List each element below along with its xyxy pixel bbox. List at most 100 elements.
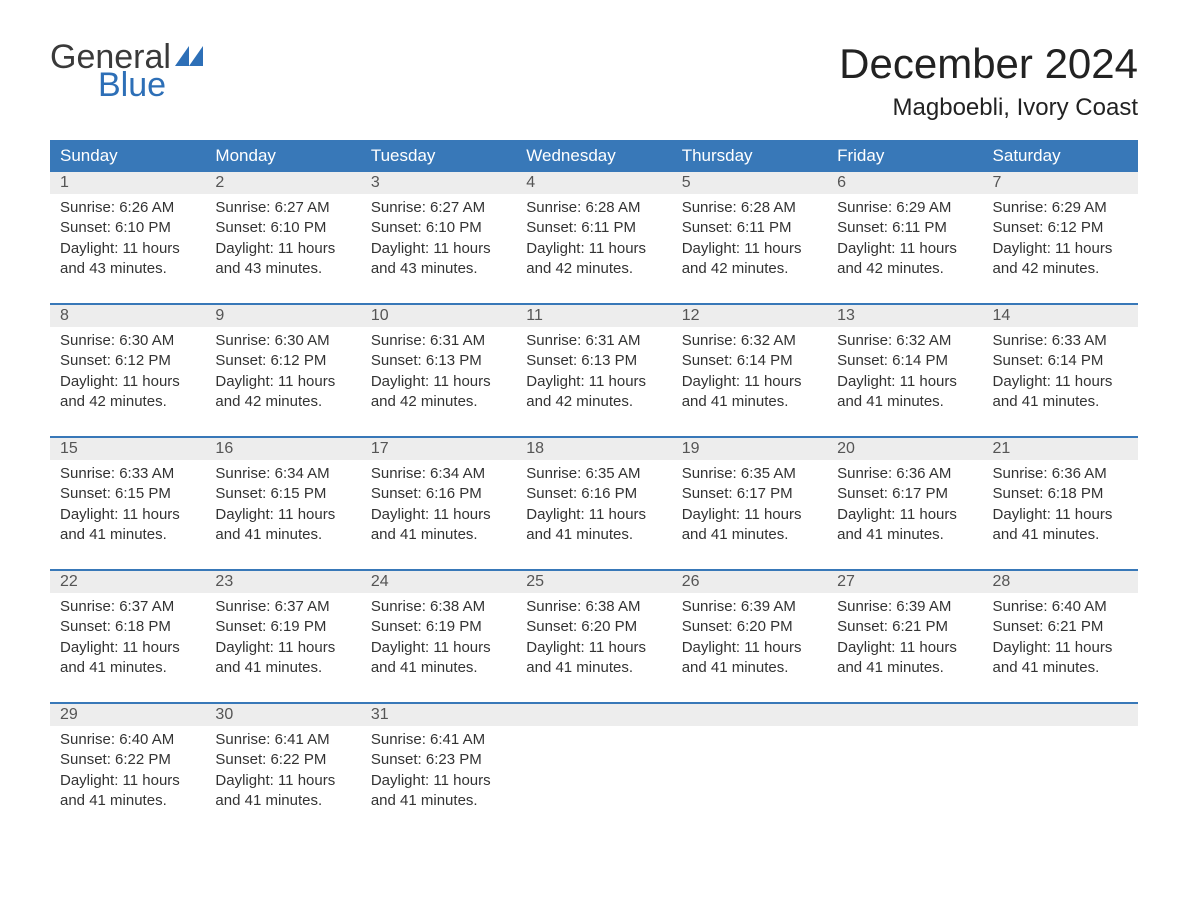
sunset-text: Sunset: 6:16 PM [526, 484, 661, 504]
daylight-text: Daylight: 11 hours and 41 minutes. [526, 638, 661, 679]
day-content-cell: Sunrise: 6:31 AMSunset: 6:13 PMDaylight:… [516, 327, 671, 437]
day-number-cell: 14 [983, 305, 1138, 327]
day-content-cell: Sunrise: 6:41 AMSunset: 6:23 PMDaylight:… [361, 726, 516, 835]
daylight-text: Daylight: 11 hours and 43 minutes. [371, 239, 506, 280]
sunset-text: Sunset: 6:14 PM [682, 351, 817, 371]
sunrise-text: Sunrise: 6:38 AM [526, 597, 661, 617]
sunrise-text: Sunrise: 6:40 AM [993, 597, 1128, 617]
sunset-text: Sunset: 6:15 PM [60, 484, 195, 504]
sunrise-text: Sunrise: 6:29 AM [993, 198, 1128, 218]
day-number-cell: 5 [672, 172, 827, 194]
sunrise-text: Sunrise: 6:41 AM [215, 730, 350, 750]
daylight-text: Daylight: 11 hours and 42 minutes. [215, 372, 350, 413]
daylight-text: Daylight: 11 hours and 41 minutes. [993, 505, 1128, 546]
daylight-text: Daylight: 11 hours and 41 minutes. [215, 771, 350, 812]
day-number-row: 22232425262728 [50, 571, 1138, 593]
day-number-cell [516, 704, 671, 726]
daylight-text: Daylight: 11 hours and 41 minutes. [837, 638, 972, 679]
sunrise-text: Sunrise: 6:36 AM [993, 464, 1128, 484]
sunset-text: Sunset: 6:15 PM [215, 484, 350, 504]
sunrise-text: Sunrise: 6:40 AM [60, 730, 195, 750]
sunset-text: Sunset: 6:12 PM [60, 351, 195, 371]
day-number-cell: 22 [50, 571, 205, 593]
flag-icon [175, 46, 203, 66]
daylight-text: Daylight: 11 hours and 41 minutes. [526, 505, 661, 546]
daylight-text: Daylight: 11 hours and 41 minutes. [215, 638, 350, 679]
daylight-text: Daylight: 11 hours and 42 minutes. [526, 372, 661, 413]
day-number-cell: 10 [361, 305, 516, 327]
daylight-text: Daylight: 11 hours and 41 minutes. [60, 771, 195, 812]
day-number-cell: 12 [672, 305, 827, 327]
day-content-cell: Sunrise: 6:39 AMSunset: 6:21 PMDaylight:… [827, 593, 982, 703]
daylight-text: Daylight: 11 hours and 41 minutes. [993, 372, 1128, 413]
day-number-cell: 17 [361, 438, 516, 460]
sunset-text: Sunset: 6:19 PM [215, 617, 350, 637]
day-number-cell: 7 [983, 172, 1138, 194]
sunrise-text: Sunrise: 6:28 AM [682, 198, 817, 218]
sunrise-text: Sunrise: 6:37 AM [215, 597, 350, 617]
day-content-cell: Sunrise: 6:32 AMSunset: 6:14 PMDaylight:… [672, 327, 827, 437]
day-number-cell: 21 [983, 438, 1138, 460]
sunset-text: Sunset: 6:11 PM [682, 218, 817, 238]
day-content-cell: Sunrise: 6:38 AMSunset: 6:19 PMDaylight:… [361, 593, 516, 703]
day-content-cell: Sunrise: 6:33 AMSunset: 6:15 PMDaylight:… [50, 460, 205, 570]
sunrise-text: Sunrise: 6:30 AM [60, 331, 195, 351]
day-header-row: SundayMondayTuesdayWednesdayThursdayFrid… [50, 140, 1138, 172]
sunset-text: Sunset: 6:11 PM [526, 218, 661, 238]
day-content-cell: Sunrise: 6:40 AMSunset: 6:21 PMDaylight:… [983, 593, 1138, 703]
day-content-cell: Sunrise: 6:32 AMSunset: 6:14 PMDaylight:… [827, 327, 982, 437]
day-content-cell: Sunrise: 6:31 AMSunset: 6:13 PMDaylight:… [361, 327, 516, 437]
day-number-cell: 24 [361, 571, 516, 593]
header: General Blue December 2024 Magboebli, Iv… [50, 40, 1138, 122]
day-content-cell: Sunrise: 6:35 AMSunset: 6:17 PMDaylight:… [672, 460, 827, 570]
day-number-cell: 8 [50, 305, 205, 327]
day-content-cell: Sunrise: 6:37 AMSunset: 6:19 PMDaylight:… [205, 593, 360, 703]
daylight-text: Daylight: 11 hours and 41 minutes. [60, 505, 195, 546]
day-number-cell: 11 [516, 305, 671, 327]
sunrise-text: Sunrise: 6:41 AM [371, 730, 506, 750]
sunset-text: Sunset: 6:14 PM [993, 351, 1128, 371]
day-number-cell: 23 [205, 571, 360, 593]
sunrise-text: Sunrise: 6:27 AM [215, 198, 350, 218]
calendar-table: SundayMondayTuesdayWednesdayThursdayFrid… [50, 140, 1138, 835]
day-number-cell: 9 [205, 305, 360, 327]
day-content-cell: Sunrise: 6:39 AMSunset: 6:20 PMDaylight:… [672, 593, 827, 703]
day-content-cell: Sunrise: 6:30 AMSunset: 6:12 PMDaylight:… [50, 327, 205, 437]
sunset-text: Sunset: 6:20 PM [526, 617, 661, 637]
sunset-text: Sunset: 6:16 PM [371, 484, 506, 504]
day-number-cell: 27 [827, 571, 982, 593]
day-number-row: 15161718192021 [50, 438, 1138, 460]
sunrise-text: Sunrise: 6:30 AM [215, 331, 350, 351]
day-content-cell: Sunrise: 6:35 AMSunset: 6:16 PMDaylight:… [516, 460, 671, 570]
title-block: December 2024 Magboebli, Ivory Coast [839, 40, 1138, 122]
sunrise-text: Sunrise: 6:32 AM [837, 331, 972, 351]
sunrise-text: Sunrise: 6:39 AM [682, 597, 817, 617]
daylight-text: Daylight: 11 hours and 43 minutes. [215, 239, 350, 280]
month-title: December 2024 [839, 40, 1138, 88]
day-content-row: Sunrise: 6:40 AMSunset: 6:22 PMDaylight:… [50, 726, 1138, 835]
sunrise-text: Sunrise: 6:29 AM [837, 198, 972, 218]
day-content-cell: Sunrise: 6:34 AMSunset: 6:15 PMDaylight:… [205, 460, 360, 570]
location: Magboebli, Ivory Coast [839, 94, 1138, 122]
daylight-text: Daylight: 11 hours and 41 minutes. [371, 638, 506, 679]
daylight-text: Daylight: 11 hours and 41 minutes. [837, 372, 972, 413]
day-header: Tuesday [361, 140, 516, 172]
day-number-cell: 20 [827, 438, 982, 460]
sunrise-text: Sunrise: 6:28 AM [526, 198, 661, 218]
sunset-text: Sunset: 6:11 PM [837, 218, 972, 238]
day-number-cell: 26 [672, 571, 827, 593]
day-header: Sunday [50, 140, 205, 172]
day-content-cell: Sunrise: 6:27 AMSunset: 6:10 PMDaylight:… [205, 194, 360, 304]
sunrise-text: Sunrise: 6:26 AM [60, 198, 195, 218]
daylight-text: Daylight: 11 hours and 42 minutes. [526, 239, 661, 280]
daylight-text: Daylight: 11 hours and 41 minutes. [215, 505, 350, 546]
sunrise-text: Sunrise: 6:39 AM [837, 597, 972, 617]
daylight-text: Daylight: 11 hours and 42 minutes. [60, 372, 195, 413]
sunset-text: Sunset: 6:14 PM [837, 351, 972, 371]
day-content-row: Sunrise: 6:37 AMSunset: 6:18 PMDaylight:… [50, 593, 1138, 703]
logo-text-blue: Blue [50, 68, 203, 102]
sunset-text: Sunset: 6:20 PM [682, 617, 817, 637]
sunset-text: Sunset: 6:10 PM [371, 218, 506, 238]
day-content-cell: Sunrise: 6:29 AMSunset: 6:11 PMDaylight:… [827, 194, 982, 304]
sunrise-text: Sunrise: 6:36 AM [837, 464, 972, 484]
